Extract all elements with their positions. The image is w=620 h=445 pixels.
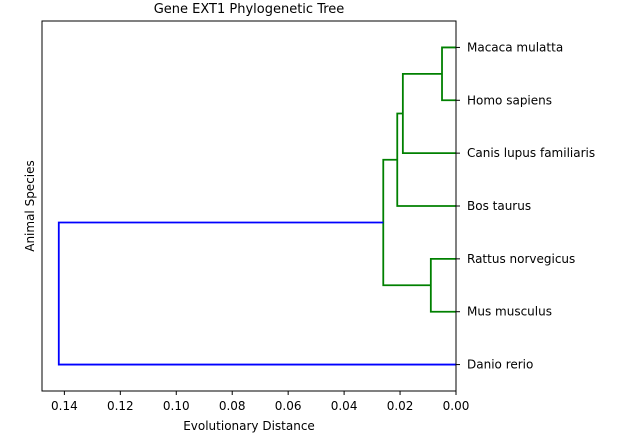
x-tick-label-7: 0.00 — [443, 399, 470, 413]
x-tick-label-1: 0.12 — [107, 399, 134, 413]
leaf-labels: Macaca mulatta Homo sapiens Canis lupus fa… — [456, 40, 595, 372]
chart-title: Gene EXT1 Phylogenetic Tree — [154, 2, 345, 17]
leaf-label-3: Bos taurus — [467, 199, 531, 213]
link-n6 — [57, 221, 456, 366]
x-axis-ticks: 0.14 0.12 0.10 0.08 0.06 0.04 0.02 0.00 — [51, 391, 469, 413]
x-tick-label-5: 0.04 — [331, 399, 358, 413]
leaf-label-4: Rattus norvegicus — [467, 252, 575, 266]
x-tick-label-4: 0.06 — [275, 399, 302, 413]
x-axis-label: Evolutionary Distance — [183, 419, 315, 433]
link-n2 — [401, 72, 456, 155]
leaf-label-0: Macaca mulatta — [467, 40, 563, 54]
x-tick-label-2: 0.10 — [163, 399, 190, 413]
link-n1 — [441, 46, 456, 102]
x-tick-label-6: 0.02 — [387, 399, 414, 413]
link-n5 — [382, 158, 431, 287]
x-tick-label-3: 0.08 — [219, 399, 246, 413]
dendrogram-links — [57, 46, 456, 366]
link-n3 — [396, 112, 456, 207]
leaf-label-2: Canis lupus familiaris — [467, 146, 595, 160]
link-n4 — [429, 257, 456, 313]
y-axis-label: Animal Species — [23, 160, 37, 252]
leaf-label-6: Danio rerio — [467, 358, 533, 372]
leaf-label-5: Mus musculus — [467, 305, 552, 319]
leaf-label-1: Homo sapiens — [467, 93, 552, 107]
plot-frame — [41, 20, 457, 392]
x-tick-label-0: 0.14 — [51, 399, 78, 413]
